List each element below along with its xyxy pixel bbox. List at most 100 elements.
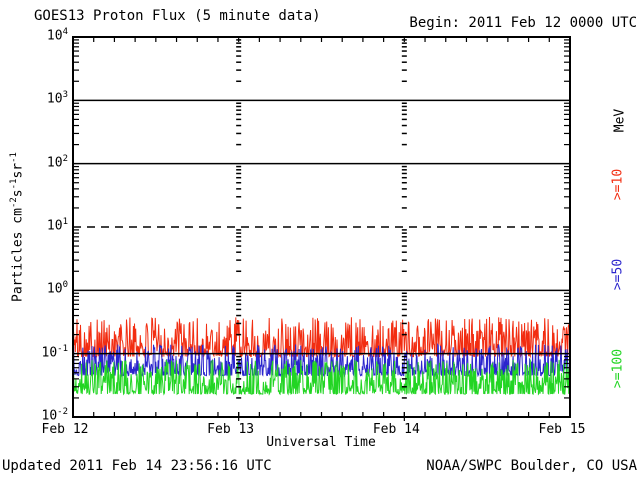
day-boundary-dash (401, 176, 407, 179)
day-boundary-dash (401, 113, 407, 116)
day-boundary-dash (236, 359, 242, 361)
day-boundary-dash (401, 292, 407, 294)
source-attribution: NOAA/SWPC Boulder, CO USA (426, 458, 637, 474)
day-boundary-dash (401, 109, 407, 111)
day-boundary-dash (236, 118, 242, 121)
day-boundary-dash (236, 232, 242, 234)
day-boundary-dash (401, 50, 407, 52)
day-boundary-dash (236, 50, 242, 52)
day-boundary-dash (236, 259, 242, 261)
day-boundary-dash (401, 207, 407, 209)
day-boundary-dash (236, 113, 242, 116)
day-boundary-dash (401, 359, 407, 361)
day-boundary-dash (236, 169, 242, 171)
day-boundary-dash (236, 245, 242, 247)
day-boundary-dash (236, 172, 242, 175)
day-boundary-dash (401, 169, 407, 171)
x-tick-label: Feb 15 (538, 422, 586, 437)
day-boundary-dash (401, 172, 407, 175)
day-boundary-dash (401, 102, 407, 104)
day-boundary-dash (236, 69, 242, 71)
day-boundary-dash (401, 378, 407, 380)
legend-entry-ge100: >=100 (610, 348, 626, 389)
day-boundary-dash (236, 386, 242, 388)
day-boundary-dash (236, 322, 242, 325)
day-boundary-dash (236, 366, 242, 369)
legend-entry-ge50: >=50 (610, 258, 626, 291)
day-boundary-dash (236, 303, 242, 306)
day-boundary-dash (236, 80, 242, 83)
day-boundary-dash (236, 46, 242, 48)
day-boundary-dash (236, 355, 242, 358)
day-boundary-dash (236, 314, 242, 317)
day-boundary-dash (401, 371, 407, 374)
series-trace-gege10 (72, 316, 571, 359)
day-boundary-dash (401, 355, 407, 358)
day-boundary-dash (401, 362, 407, 365)
x-axis-title: Universal Time (266, 435, 376, 450)
day-boundary-dash (401, 245, 407, 247)
day-boundary-dash (401, 397, 407, 399)
day-boundary-dash (236, 61, 242, 63)
chart-title: GOES13 Proton Flux (5 minute data) (34, 8, 321, 24)
y-tick-label: 10-2 (41, 407, 69, 424)
series-trace-gege100 (72, 359, 571, 396)
day-boundary-dash (401, 303, 407, 306)
day-boundary-dash (236, 270, 242, 273)
day-boundary-dash (236, 102, 242, 104)
day-boundary-dash (236, 295, 242, 298)
day-boundary-dash (236, 292, 242, 294)
day-boundary-dash (236, 181, 242, 184)
x-tick-label: Feb 13 (207, 422, 255, 437)
day-boundary-dash (236, 229, 242, 231)
legend-entry-ge10: >=10 (610, 168, 626, 201)
day-boundary-dash (401, 165, 407, 168)
day-boundary-dash (401, 240, 407, 242)
day-boundary-dash (401, 55, 407, 57)
day-boundary-dash (236, 109, 242, 111)
day-boundary-dash (401, 232, 407, 234)
day-boundary-dash (401, 61, 407, 63)
day-boundary-dash (236, 132, 242, 135)
day-boundary-dash (236, 251, 242, 253)
day-boundary-dash (236, 362, 242, 365)
day-boundary-dash (401, 188, 407, 190)
day-boundary-dash (401, 196, 407, 198)
day-boundary-dash (401, 251, 407, 253)
x-tick-label: Feb 12 (41, 422, 89, 437)
y-tick-label: 102 (46, 153, 68, 170)
day-boundary-dash (401, 46, 407, 48)
day-boundary-dash (236, 55, 242, 57)
day-boundary-dash (401, 105, 407, 108)
y-tick-label: 104 (46, 27, 68, 44)
day-boundary-dash (401, 69, 407, 71)
day-boundary-dash (401, 295, 407, 298)
day-boundary-dash (401, 333, 407, 336)
day-boundary-dash (236, 397, 242, 399)
day-boundary-dash (401, 270, 407, 273)
day-boundary-dash (236, 176, 242, 179)
day-boundary-dash (236, 105, 242, 108)
day-boundary-dash (236, 124, 242, 127)
day-boundary-dash (236, 378, 242, 380)
day-boundary-dash (236, 308, 242, 311)
day-boundary-dash (236, 236, 242, 238)
day-boundary-dash (401, 124, 407, 127)
day-boundary-dash (236, 143, 242, 146)
plot-frame (72, 36, 571, 418)
day-boundary-dash (236, 333, 242, 336)
day-boundary-dash (401, 118, 407, 121)
day-boundary-dash (401, 132, 407, 135)
day-boundary-dash (236, 371, 242, 374)
updated-timestamp: Updated 2011 Feb 14 23:56:16 UTC (2, 458, 272, 474)
day-boundary-dash (401, 386, 407, 388)
day-boundary-dash (401, 80, 407, 83)
y-tick-label: 103 (46, 90, 68, 107)
x-tick-label: Feb 14 (372, 422, 420, 437)
y-tick-label: 10-1 (41, 343, 69, 360)
day-boundary-dash (401, 42, 407, 44)
day-boundary-dash (236, 207, 242, 209)
day-boundary-dash (401, 299, 407, 301)
day-boundary-dash (236, 299, 242, 301)
